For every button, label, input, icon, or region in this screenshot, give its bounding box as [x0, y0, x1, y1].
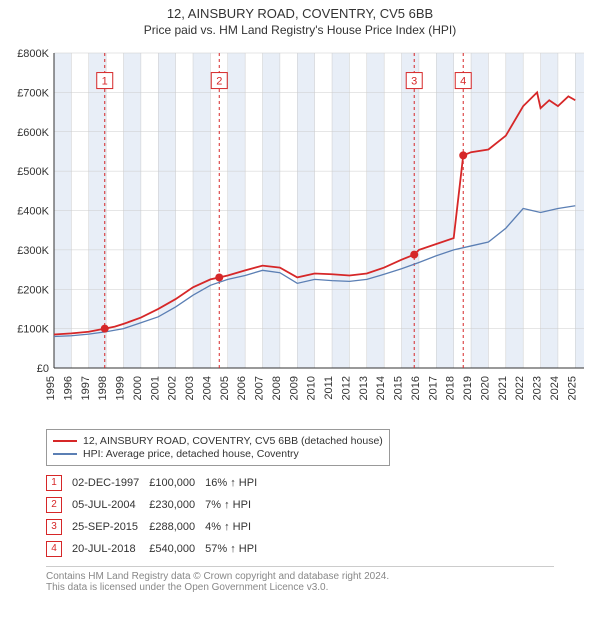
chart-title: 12, AINSBURY ROAD, COVENTRY, CV5 6BB: [6, 6, 594, 21]
svg-text:2002: 2002: [167, 376, 179, 400]
svg-text:1997: 1997: [80, 376, 92, 400]
legend-label-2: HPI: Average price, detached house, Cove…: [83, 448, 299, 460]
event-row: 3 25-SEP-2015£288,0004% ↑ HPI: [46, 516, 267, 538]
svg-text:2012: 2012: [340, 376, 352, 400]
event-row: 1 02-DEC-1997£100,00016% ↑ HPI: [46, 472, 267, 494]
svg-text:1996: 1996: [62, 376, 74, 400]
footer-line-1: Contains HM Land Registry data © Crown c…: [46, 571, 554, 582]
svg-text:2015: 2015: [393, 376, 405, 400]
svg-text:£500K: £500K: [17, 166, 49, 178]
svg-text:2018: 2018: [445, 376, 457, 400]
svg-text:£100K: £100K: [17, 324, 49, 336]
svg-text:2000: 2000: [132, 376, 144, 400]
svg-text:2022: 2022: [514, 376, 526, 400]
event-date: 20-JUL-2018: [72, 538, 149, 560]
event-delta: 4% ↑ HPI: [205, 516, 267, 538]
svg-text:2013: 2013: [358, 376, 370, 400]
svg-text:£600K: £600K: [17, 127, 49, 139]
footer: Contains HM Land Registry data © Crown c…: [46, 566, 554, 593]
svg-text:1998: 1998: [97, 376, 109, 400]
legend: 12, AINSBURY ROAD, COVENTRY, CV5 6BB (de…: [46, 429, 390, 466]
svg-text:2007: 2007: [254, 376, 266, 400]
svg-text:£800K: £800K: [17, 48, 49, 60]
event-price: £100,000: [149, 472, 205, 494]
svg-text:2019: 2019: [462, 376, 474, 400]
event-price: £230,000: [149, 494, 205, 516]
chart-subtitle: Price paid vs. HM Land Registry's House …: [6, 23, 594, 37]
event-number: 2: [46, 497, 62, 513]
svg-text:2014: 2014: [375, 376, 387, 400]
event-number: 4: [46, 541, 62, 557]
footer-line-2: This data is licensed under the Open Gov…: [46, 582, 554, 593]
svg-text:2008: 2008: [271, 376, 283, 400]
event-delta: 57% ↑ HPI: [205, 538, 267, 560]
svg-text:2: 2: [216, 76, 222, 88]
event-delta: 16% ↑ HPI: [205, 472, 267, 494]
svg-text:2024: 2024: [549, 376, 561, 400]
svg-text:2023: 2023: [532, 376, 544, 400]
chart-container: £0 £100K £200K £300K £400K £500K £600K £700K £80…: [6, 43, 594, 423]
line-chart: £0 £100K £200K £300K £400K £500K £600K £700K £80…: [6, 43, 594, 423]
event-row: 4 20-JUL-2018£540,00057% ↑ HPI: [46, 538, 267, 560]
event-date: 02-DEC-1997: [72, 472, 149, 494]
svg-text:2010: 2010: [306, 376, 318, 400]
svg-text:2005: 2005: [219, 376, 231, 400]
svg-text:£700K: £700K: [17, 87, 49, 99]
svg-text:2017: 2017: [427, 376, 439, 400]
svg-text:£400K: £400K: [17, 206, 49, 218]
event-price: £540,000: [149, 538, 205, 560]
event-number: 1: [46, 475, 62, 491]
event-row: 2 05-JUL-2004£230,0007% ↑ HPI: [46, 494, 267, 516]
svg-text:4: 4: [460, 76, 466, 88]
event-date: 05-JUL-2004: [72, 494, 149, 516]
svg-text:2003: 2003: [184, 376, 196, 400]
svg-text:2021: 2021: [497, 376, 509, 400]
svg-text:2020: 2020: [479, 376, 491, 400]
event-price: £288,000: [149, 516, 205, 538]
legend-swatch-2: [53, 453, 77, 455]
event-date: 25-SEP-2015: [72, 516, 149, 538]
legend-swatch-1: [53, 440, 77, 442]
svg-text:1999: 1999: [115, 376, 127, 400]
svg-text:2025: 2025: [566, 376, 578, 400]
legend-label-1: 12, AINSBURY ROAD, COVENTRY, CV5 6BB (de…: [83, 435, 383, 447]
svg-text:£200K: £200K: [17, 284, 49, 296]
svg-text:£300K: £300K: [17, 245, 49, 257]
event-number: 3: [46, 519, 62, 535]
svg-text:2004: 2004: [201, 376, 213, 400]
svg-text:2016: 2016: [410, 376, 422, 400]
event-delta: 7% ↑ HPI: [205, 494, 267, 516]
svg-text:2006: 2006: [236, 376, 248, 400]
svg-text:2011: 2011: [323, 376, 335, 400]
svg-text:1995: 1995: [45, 376, 57, 400]
svg-text:2009: 2009: [288, 376, 300, 400]
svg-text:3: 3: [411, 76, 417, 88]
svg-text:2001: 2001: [149, 376, 161, 400]
svg-text:£0: £0: [37, 363, 49, 375]
svg-text:1: 1: [102, 76, 108, 88]
events-table: 1 02-DEC-1997£100,00016% ↑ HPI 2 05-JUL-200…: [46, 472, 267, 560]
